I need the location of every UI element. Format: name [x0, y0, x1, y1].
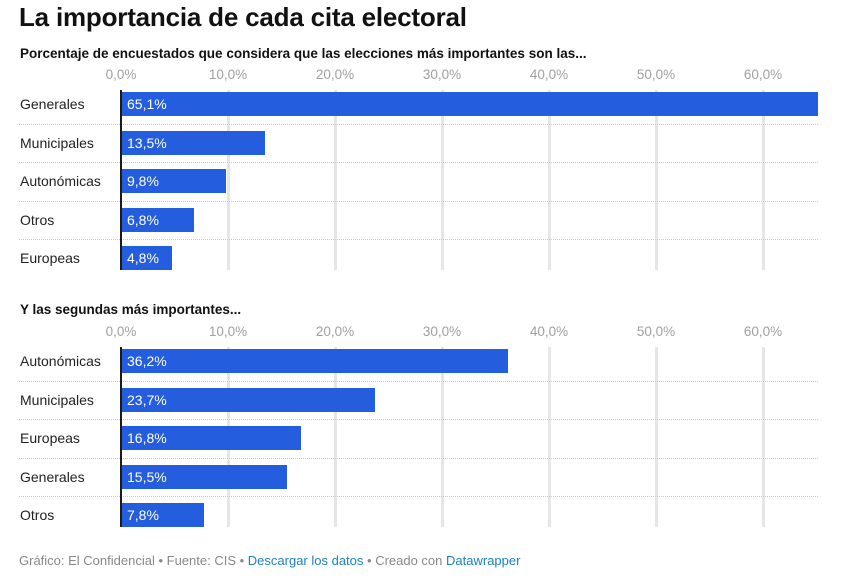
bar-value-label: 13,5%	[127, 135, 167, 151]
x-tick-label: 0,0%	[105, 324, 137, 339]
bar	[121, 131, 266, 155]
x-tick-label: 30,0%	[422, 324, 462, 339]
separator: •	[154, 553, 167, 568]
bar-value-label: 65,1%	[127, 96, 167, 112]
category-label: Generales	[20, 96, 85, 112]
bar	[121, 169, 226, 193]
gridline	[655, 347, 658, 527]
x-tick-label: 0,0%	[105, 67, 137, 82]
bar-value-label: 36,2%	[127, 353, 167, 369]
separator: •	[236, 553, 248, 568]
zero-axis-line	[120, 347, 122, 527]
x-tick-label: 10,0%	[208, 67, 248, 82]
gridline	[334, 347, 337, 527]
x-tick-label: 20,0%	[315, 67, 355, 82]
x-tick-label: 40,0%	[529, 324, 569, 339]
bar	[121, 426, 301, 450]
category-label: Otros	[20, 507, 55, 523]
row-separator	[19, 419, 818, 420]
category-label: Autonómicas	[20, 353, 101, 369]
gridline	[762, 347, 765, 527]
row-separator	[19, 458, 818, 459]
credit-text: Gráfico: El Confidencial	[19, 553, 155, 568]
bar	[121, 92, 818, 116]
bar	[121, 208, 194, 232]
gridline	[548, 90, 551, 270]
row-separator	[19, 381, 818, 382]
footer: Gráfico: El Confidencial • Fuente: CIS •…	[19, 553, 520, 568]
bar-value-label: 23,7%	[127, 392, 167, 408]
x-tick-label: 50,0%	[636, 324, 676, 339]
category-label: Europeas	[20, 430, 80, 446]
chart-title: Porcentaje de encuestados que considera …	[20, 46, 587, 61]
x-tick-label: 60,0%	[743, 324, 783, 339]
datawrapper-link[interactable]: Datawrapper	[446, 553, 521, 568]
bar	[121, 503, 205, 527]
gridline	[334, 90, 337, 270]
x-tick-label: 20,0%	[315, 324, 355, 339]
gridline	[441, 90, 444, 270]
gridline	[548, 347, 551, 527]
source-text: Fuente: CIS	[166, 553, 236, 568]
category-label: Municipales	[20, 135, 94, 151]
category-label: Otros	[20, 212, 55, 228]
bar-value-label: 7,8%	[127, 507, 159, 523]
gridline	[227, 90, 230, 270]
row-separator	[19, 201, 818, 202]
x-tick-label: 40,0%	[529, 67, 569, 82]
bar	[121, 349, 509, 373]
page-title: La importancia de cada cita electoral	[19, 2, 467, 32]
bar-value-label: 6,8%	[127, 212, 159, 228]
bar	[121, 465, 287, 489]
download-data-link[interactable]: Descargar los datos	[247, 553, 364, 568]
category-label: Municipales	[20, 392, 94, 408]
row-separator	[19, 162, 818, 163]
bar-value-label: 4,8%	[127, 250, 159, 266]
gridline	[655, 90, 658, 270]
bar-value-label: 16,8%	[127, 430, 167, 446]
zero-axis-line	[120, 90, 122, 270]
gridline	[441, 347, 444, 527]
x-tick-label: 10,0%	[208, 324, 248, 339]
x-tick-label: 60,0%	[743, 67, 783, 82]
created-with-text: Creado con	[375, 553, 447, 568]
category-label: Generales	[20, 469, 85, 485]
bar-value-label: 15,5%	[127, 469, 167, 485]
separator: •	[363, 553, 376, 568]
gridline	[762, 90, 765, 270]
category-label: Europeas	[20, 250, 80, 266]
x-tick-label: 50,0%	[636, 67, 676, 82]
chart-title: Y las segundas más importantes...	[20, 302, 242, 317]
row-separator	[19, 496, 818, 497]
x-tick-label: 30,0%	[422, 67, 462, 82]
row-separator	[19, 124, 818, 125]
bar	[121, 388, 375, 412]
bar-value-label: 9,8%	[127, 173, 159, 189]
category-label: Autonómicas	[20, 173, 101, 189]
row-separator	[19, 239, 818, 240]
bar	[121, 246, 173, 270]
